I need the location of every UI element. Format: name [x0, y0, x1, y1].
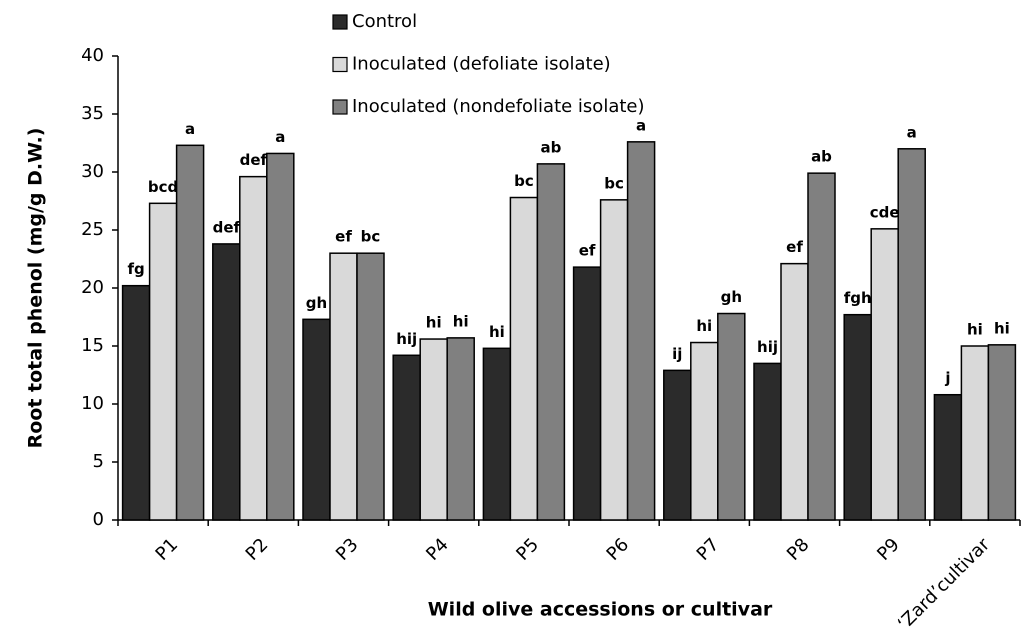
y-tick-label: 0 [93, 509, 104, 530]
letter-annotation: a [907, 123, 917, 141]
letter-annotation: a [185, 120, 195, 138]
y-tick-label: 40 [81, 45, 104, 66]
letter-annotation: a [636, 116, 646, 134]
x-tick-label: P2 [242, 534, 273, 565]
letter-annotation: ef [335, 228, 352, 246]
letter-annotation: ij [672, 345, 682, 363]
bar [509, 196, 539, 521]
letter-annotation: ab [540, 138, 561, 156]
letter-annotation: hi [453, 312, 469, 330]
bar [807, 172, 836, 521]
letter-annotation: hij [757, 338, 778, 356]
letter-annotation: ab [811, 148, 832, 166]
letter-annotation: hij [396, 330, 417, 348]
bar [175, 144, 205, 521]
letter-annotation: hi [967, 321, 983, 339]
letter-annotation: bc [514, 172, 534, 190]
bar [663, 369, 692, 521]
letter-annotation: fgh [844, 289, 872, 307]
bar [212, 243, 241, 521]
bar [121, 284, 151, 521]
bar [690, 341, 719, 521]
x-tick-label: P6 [603, 534, 634, 565]
bar [266, 152, 295, 521]
x-tick-label: P1 [152, 534, 183, 565]
bar [148, 202, 178, 521]
bar [717, 312, 746, 521]
letter-annotation: hi [696, 317, 712, 335]
y-axis-title: Root total phenol (mg/g D.W.) [25, 128, 47, 449]
bar [780, 262, 809, 521]
letter-annotation: hi [994, 319, 1010, 337]
bar [446, 337, 475, 521]
bar [392, 354, 421, 521]
letter-annotation: hi [426, 314, 442, 332]
letter-annotation: bc [361, 228, 381, 246]
letter-annotation: gh [721, 288, 742, 306]
bar [599, 199, 629, 521]
letter-annotation: hi [489, 323, 505, 341]
x-tick-label: P7 [693, 534, 724, 565]
bar [843, 313, 872, 521]
letter-annotation: bcd [148, 178, 178, 196]
bar [419, 338, 448, 521]
letter-annotation: gh [306, 294, 327, 312]
bar [536, 163, 566, 521]
letter-annotation: ef [579, 242, 596, 260]
letter-annotation: j [944, 369, 950, 387]
bar [302, 318, 331, 521]
bar [356, 252, 385, 521]
bar [626, 141, 656, 521]
bar [753, 362, 782, 521]
legend-label: Control [352, 11, 417, 32]
x-tick-label: P8 [783, 534, 814, 565]
x-tick-label: ‘Zard’cultivar [894, 534, 995, 635]
y-tick-label: 25 [81, 219, 104, 240]
bar [987, 344, 1017, 521]
legend-swatch [332, 14, 348, 30]
letter-annotation: fg [127, 260, 144, 278]
bar [897, 148, 926, 521]
legend-label: Inoculated (nondefoliate isolate) [352, 96, 645, 117]
letter-annotation: a [275, 128, 285, 146]
legend-swatch [332, 56, 348, 73]
x-tick-label: P9 [873, 534, 904, 565]
bar [329, 252, 358, 521]
x-tick-label: P5 [512, 534, 543, 565]
legend-swatch [332, 99, 348, 115]
y-tick-label: 15 [81, 335, 104, 356]
y-tick-label: 10 [81, 393, 104, 414]
letter-annotation: bc [604, 174, 624, 192]
bar [870, 228, 899, 521]
letter-annotation: def [213, 218, 241, 236]
bar [572, 266, 602, 521]
y-tick-label: 5 [93, 451, 104, 472]
bar [933, 393, 963, 521]
x-axis-title: Wild olive accessions or cultivar [428, 599, 773, 621]
y-tick-label: 35 [81, 103, 104, 124]
x-tick-label: P3 [332, 534, 363, 565]
y-tick-label: 30 [81, 161, 104, 182]
x-tick-label: P4 [422, 534, 453, 565]
letter-annotation: def [240, 151, 268, 169]
bar [239, 175, 268, 521]
letter-annotation: ef [786, 238, 803, 256]
letter-annotation: cde [870, 203, 900, 221]
bar [482, 347, 512, 521]
legend-label: Inoculated (defoliate isolate) [352, 54, 611, 75]
y-tick-label: 20 [81, 277, 104, 298]
bar [960, 345, 990, 521]
